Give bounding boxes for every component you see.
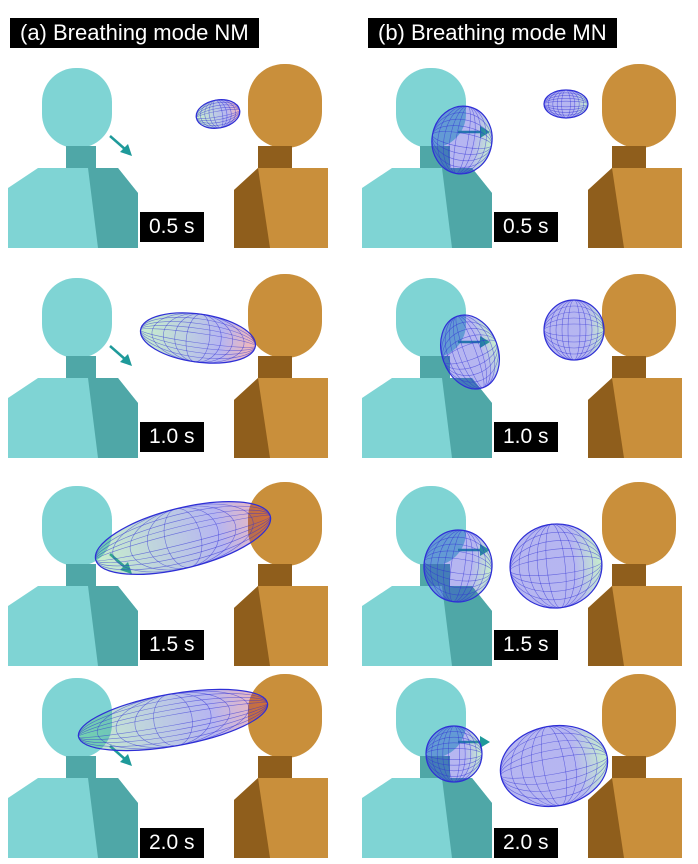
left-manikin bbox=[8, 678, 138, 858]
left-manikin bbox=[8, 486, 138, 666]
column-title-nm: (a) Breathing mode NM bbox=[10, 18, 259, 48]
time-label: 1.0 s bbox=[140, 422, 204, 452]
right-manikin bbox=[588, 482, 682, 666]
time-label: 0.5 s bbox=[494, 212, 558, 242]
panel-nm-2: 1.5 s bbox=[8, 476, 328, 666]
inhaled-cloud bbox=[431, 105, 493, 175]
panel-nm-0: 0.5 s bbox=[8, 58, 328, 248]
right-manikin bbox=[588, 64, 682, 248]
left-manikin bbox=[362, 278, 492, 458]
right-manikin bbox=[234, 674, 328, 858]
airflow-arrow bbox=[109, 345, 132, 366]
time-label: 2.0 s bbox=[140, 828, 204, 858]
exhaled-cloud bbox=[543, 89, 589, 119]
right-manikin bbox=[234, 274, 328, 458]
column-title-mn: (b) Breathing mode MN bbox=[368, 18, 617, 48]
exhaled-cloud bbox=[543, 299, 605, 361]
left-manikin bbox=[8, 278, 138, 458]
right-manikin bbox=[588, 674, 682, 858]
right-manikin bbox=[588, 274, 682, 458]
exhaled-cloud bbox=[195, 99, 241, 129]
time-label: 1.5 s bbox=[494, 630, 558, 660]
panel-mn-0: 0.5 s bbox=[362, 58, 682, 248]
airflow-arrow bbox=[109, 135, 132, 156]
exhaled-cloud bbox=[509, 523, 603, 609]
panel-nm-1: 1.0 s bbox=[8, 268, 328, 458]
panel-mn-1: 1.0 s bbox=[362, 268, 682, 458]
inhaled-cloud bbox=[440, 314, 500, 390]
right-manikin bbox=[234, 64, 328, 248]
exhaled-cloud bbox=[499, 724, 609, 808]
time-label: 2.0 s bbox=[494, 828, 558, 858]
panel-nm-3: 2.0 s bbox=[8, 668, 328, 858]
time-label: 1.5 s bbox=[140, 630, 204, 660]
panel-mn-2: 1.5 s bbox=[362, 476, 682, 666]
time-label: 0.5 s bbox=[140, 212, 204, 242]
exhaled-cloud bbox=[94, 501, 272, 575]
left-manikin bbox=[8, 68, 138, 248]
time-label: 1.0 s bbox=[494, 422, 558, 452]
exhaled-cloud bbox=[139, 312, 257, 364]
inhaled-cloud bbox=[423, 529, 493, 603]
right-manikin bbox=[234, 482, 328, 666]
inhaled-cloud bbox=[425, 725, 483, 783]
panel-mn-3: 2.0 s bbox=[362, 668, 682, 858]
exhaled-cloud bbox=[77, 688, 269, 752]
